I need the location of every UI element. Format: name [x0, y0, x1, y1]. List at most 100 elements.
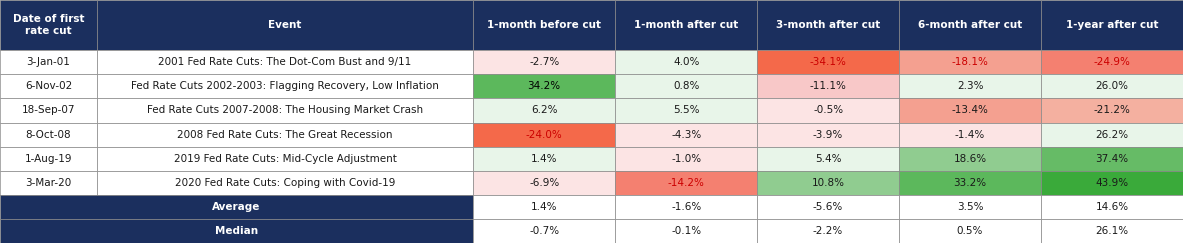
Bar	[0, 171, 97, 195]
Text: 26.1%: 26.1%	[1095, 226, 1129, 236]
Text: 6-month after cut: 6-month after cut	[918, 20, 1022, 30]
Text: -18.1%: -18.1%	[951, 57, 989, 67]
Text: 1.4%: 1.4%	[531, 202, 557, 212]
Text: Date of first
rate cut: Date of first rate cut	[13, 14, 84, 36]
Bar	[757, 171, 899, 195]
Text: -13.4%: -13.4%	[951, 105, 989, 115]
Bar	[757, 147, 899, 171]
Text: 1-year after cut: 1-year after cut	[1066, 20, 1158, 30]
Bar	[615, 195, 757, 219]
Text: 14.6%: 14.6%	[1095, 202, 1129, 212]
Bar	[473, 195, 615, 219]
Bar	[97, 50, 473, 74]
Bar	[473, 74, 615, 98]
Bar	[1041, 122, 1183, 147]
Text: 18-Sep-07: 18-Sep-07	[21, 105, 76, 115]
Text: -34.1%: -34.1%	[809, 57, 847, 67]
Bar	[899, 171, 1041, 195]
Text: 1-Aug-19: 1-Aug-19	[25, 154, 72, 164]
Bar	[1041, 98, 1183, 122]
Bar	[473, 98, 615, 122]
Bar	[0, 50, 97, 74]
Bar	[0, 98, 97, 122]
Bar	[615, 0, 757, 50]
Text: 37.4%: 37.4%	[1095, 154, 1129, 164]
Bar	[615, 50, 757, 74]
Text: 5.4%: 5.4%	[815, 154, 841, 164]
Text: 6.2%: 6.2%	[531, 105, 557, 115]
Text: -1.4%: -1.4%	[955, 130, 985, 140]
Text: Event: Event	[269, 20, 302, 30]
Bar	[899, 98, 1041, 122]
Bar	[0, 122, 97, 147]
Bar	[899, 147, 1041, 171]
Text: 0.5%: 0.5%	[957, 226, 983, 236]
Bar	[473, 171, 615, 195]
Text: -21.2%: -21.2%	[1093, 105, 1131, 115]
Bar	[1041, 219, 1183, 243]
Bar	[97, 98, 473, 122]
Bar	[1041, 147, 1183, 171]
Text: -14.2%: -14.2%	[667, 178, 705, 188]
Text: 0.8%: 0.8%	[673, 81, 699, 91]
Bar	[899, 50, 1041, 74]
Bar	[757, 195, 899, 219]
Text: 10.8%: 10.8%	[812, 178, 845, 188]
Bar	[615, 74, 757, 98]
Bar	[473, 147, 615, 171]
Text: 2020 Fed Rate Cuts: Coping with Covid-19: 2020 Fed Rate Cuts: Coping with Covid-19	[175, 178, 395, 188]
Text: 3-Mar-20: 3-Mar-20	[25, 178, 72, 188]
Bar	[615, 219, 757, 243]
Bar	[615, 98, 757, 122]
Text: -4.3%: -4.3%	[671, 130, 702, 140]
Bar	[0, 195, 473, 219]
Text: -6.9%: -6.9%	[529, 178, 560, 188]
Text: 26.2%: 26.2%	[1095, 130, 1129, 140]
Text: 2019 Fed Rate Cuts: Mid-Cycle Adjustment: 2019 Fed Rate Cuts: Mid-Cycle Adjustment	[174, 154, 396, 164]
Bar	[473, 219, 615, 243]
Bar	[473, 50, 615, 74]
Text: Fed Rate Cuts 2002-2003: Flagging Recovery, Low Inflation: Fed Rate Cuts 2002-2003: Flagging Recove…	[131, 81, 439, 91]
Text: -0.5%: -0.5%	[813, 105, 843, 115]
Bar	[757, 122, 899, 147]
Bar	[899, 195, 1041, 219]
Bar	[97, 122, 473, 147]
Bar	[0, 0, 97, 50]
Bar	[757, 0, 899, 50]
Text: 8-Oct-08: 8-Oct-08	[26, 130, 71, 140]
Text: 3-Jan-01: 3-Jan-01	[26, 57, 71, 67]
Bar	[0, 147, 97, 171]
Bar	[1041, 171, 1183, 195]
Bar	[0, 219, 473, 243]
Text: 2008 Fed Rate Cuts: The Great Recession: 2008 Fed Rate Cuts: The Great Recession	[177, 130, 393, 140]
Bar	[1041, 195, 1183, 219]
Text: -1.0%: -1.0%	[671, 154, 702, 164]
Bar	[899, 122, 1041, 147]
Bar	[615, 171, 757, 195]
Bar	[899, 0, 1041, 50]
Text: 26.0%: 26.0%	[1095, 81, 1129, 91]
Bar	[1041, 0, 1183, 50]
Bar	[757, 50, 899, 74]
Text: -0.7%: -0.7%	[529, 226, 560, 236]
Bar	[473, 122, 615, 147]
Text: 2.3%: 2.3%	[957, 81, 983, 91]
Text: -11.1%: -11.1%	[809, 81, 847, 91]
Bar	[757, 74, 899, 98]
Text: 34.2%: 34.2%	[528, 81, 561, 91]
Bar	[97, 171, 473, 195]
Text: Average: Average	[213, 202, 260, 212]
Text: -24.9%: -24.9%	[1093, 57, 1131, 67]
Text: 18.6%: 18.6%	[953, 154, 987, 164]
Bar	[97, 0, 473, 50]
Bar	[615, 122, 757, 147]
Text: 5.5%: 5.5%	[673, 105, 699, 115]
Bar	[1041, 74, 1183, 98]
Text: 1-month after cut: 1-month after cut	[634, 20, 738, 30]
Bar	[757, 98, 899, 122]
Text: 1-month before cut: 1-month before cut	[487, 20, 601, 30]
Text: 2001 Fed Rate Cuts: The Dot-Com Bust and 9/11: 2001 Fed Rate Cuts: The Dot-Com Bust and…	[159, 57, 412, 67]
Text: -24.0%: -24.0%	[525, 130, 563, 140]
Text: 33.2%: 33.2%	[953, 178, 987, 188]
Bar	[473, 0, 615, 50]
